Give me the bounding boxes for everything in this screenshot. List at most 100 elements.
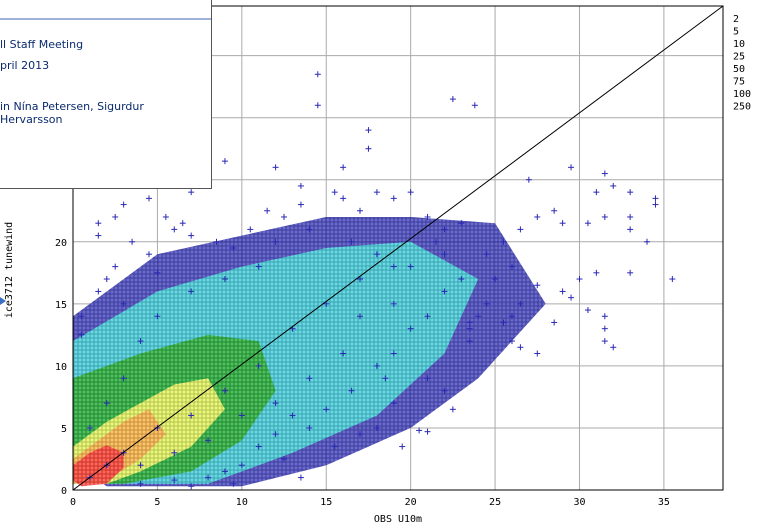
data-point <box>188 483 195 490</box>
data-point <box>610 344 617 351</box>
data-point <box>508 313 515 320</box>
x-tick-labels: 0 5 10 15 20 25 30 35 <box>70 497 670 508</box>
data-point <box>112 263 119 270</box>
data-point <box>483 300 490 307</box>
data-point <box>458 220 465 227</box>
data-point <box>221 387 228 394</box>
x-axis-title: OBS U10m <box>374 514 422 525</box>
data-point <box>306 226 313 233</box>
y-tick-label: 10 <box>55 362 67 373</box>
data-point <box>281 455 288 462</box>
legend-entry: 50 <box>733 64 745 75</box>
data-point <box>475 313 482 320</box>
data-point <box>281 213 288 220</box>
data-point <box>576 276 583 283</box>
legend-entry: 5 <box>733 27 739 38</box>
data-point <box>449 96 456 103</box>
data-point <box>601 338 608 345</box>
data-point <box>272 164 279 171</box>
data-point <box>137 338 144 345</box>
data-point <box>103 276 110 283</box>
data-point <box>466 325 473 332</box>
data-point <box>188 189 195 196</box>
data-point <box>238 412 245 419</box>
data-point <box>390 400 397 407</box>
data-point <box>534 282 541 289</box>
data-point <box>627 269 634 276</box>
data-point <box>205 437 212 444</box>
data-point <box>331 443 338 450</box>
meeting-title: ll Staff Meeting <box>0 38 84 51</box>
data-point <box>272 400 279 407</box>
data-point <box>601 213 608 220</box>
data-point <box>652 195 659 202</box>
meeting-date: pril 2013 <box>0 59 50 72</box>
data-point <box>230 245 237 251</box>
data-point <box>340 350 347 357</box>
data-point <box>517 300 524 307</box>
y-axis-title: ice3712 tunewind <box>4 222 15 318</box>
x-tick-label: 15 <box>320 497 332 508</box>
data-point <box>145 251 152 258</box>
data-point <box>145 195 152 202</box>
data-point <box>255 362 262 369</box>
data-point <box>500 238 507 245</box>
data-point <box>568 294 575 301</box>
data-point <box>230 480 237 487</box>
one-to-one-line <box>72 5 724 491</box>
data-point <box>441 288 448 295</box>
data-point <box>154 424 161 431</box>
data-point <box>78 331 85 338</box>
data-point <box>137 462 144 469</box>
y-tick-label: 15 <box>55 300 67 311</box>
overlay-divider <box>0 18 211 20</box>
data-point <box>357 431 364 438</box>
data-point <box>559 288 566 295</box>
data-point <box>213 238 220 245</box>
density-texture-250 <box>73 445 124 487</box>
data-point <box>584 307 591 314</box>
data-point <box>517 226 524 233</box>
data-point <box>162 213 169 220</box>
data-point <box>458 276 465 283</box>
data-point <box>610 182 617 189</box>
data-point <box>357 207 364 214</box>
data-point <box>306 424 313 431</box>
data-point <box>272 238 279 245</box>
data-point <box>373 251 380 258</box>
data-point <box>297 182 304 189</box>
data-point <box>424 428 431 435</box>
author-list: in Nína Petersen, Sigurdur Hervarsson <box>0 100 144 126</box>
data-point <box>627 189 634 196</box>
data-point <box>154 313 161 320</box>
data-point <box>449 406 456 413</box>
density-regions <box>73 217 546 487</box>
data-point <box>471 102 478 109</box>
data-point <box>95 232 102 239</box>
data-point <box>382 375 389 382</box>
data-point <box>171 477 178 484</box>
data-point <box>508 338 515 345</box>
data-point <box>154 269 161 276</box>
x-tick-label: 35 <box>658 497 670 508</box>
data-point <box>601 325 608 332</box>
data-point <box>517 344 524 351</box>
data-point <box>348 238 355 245</box>
data-point <box>559 220 566 227</box>
y-tick-label: 0 <box>61 486 67 497</box>
data-point <box>390 350 397 357</box>
data-point <box>500 319 507 326</box>
plot-frame <box>72 5 724 491</box>
data-point <box>255 263 262 270</box>
data-point <box>593 189 600 196</box>
legend-entry: 250 <box>733 102 751 113</box>
data-point <box>314 71 321 78</box>
data-point <box>171 226 178 233</box>
y-tick-label: 20 <box>55 238 67 249</box>
data-point <box>390 300 397 307</box>
data-point <box>120 300 127 307</box>
data-point <box>568 164 575 171</box>
data-point <box>365 145 372 152</box>
data-point <box>601 170 608 177</box>
